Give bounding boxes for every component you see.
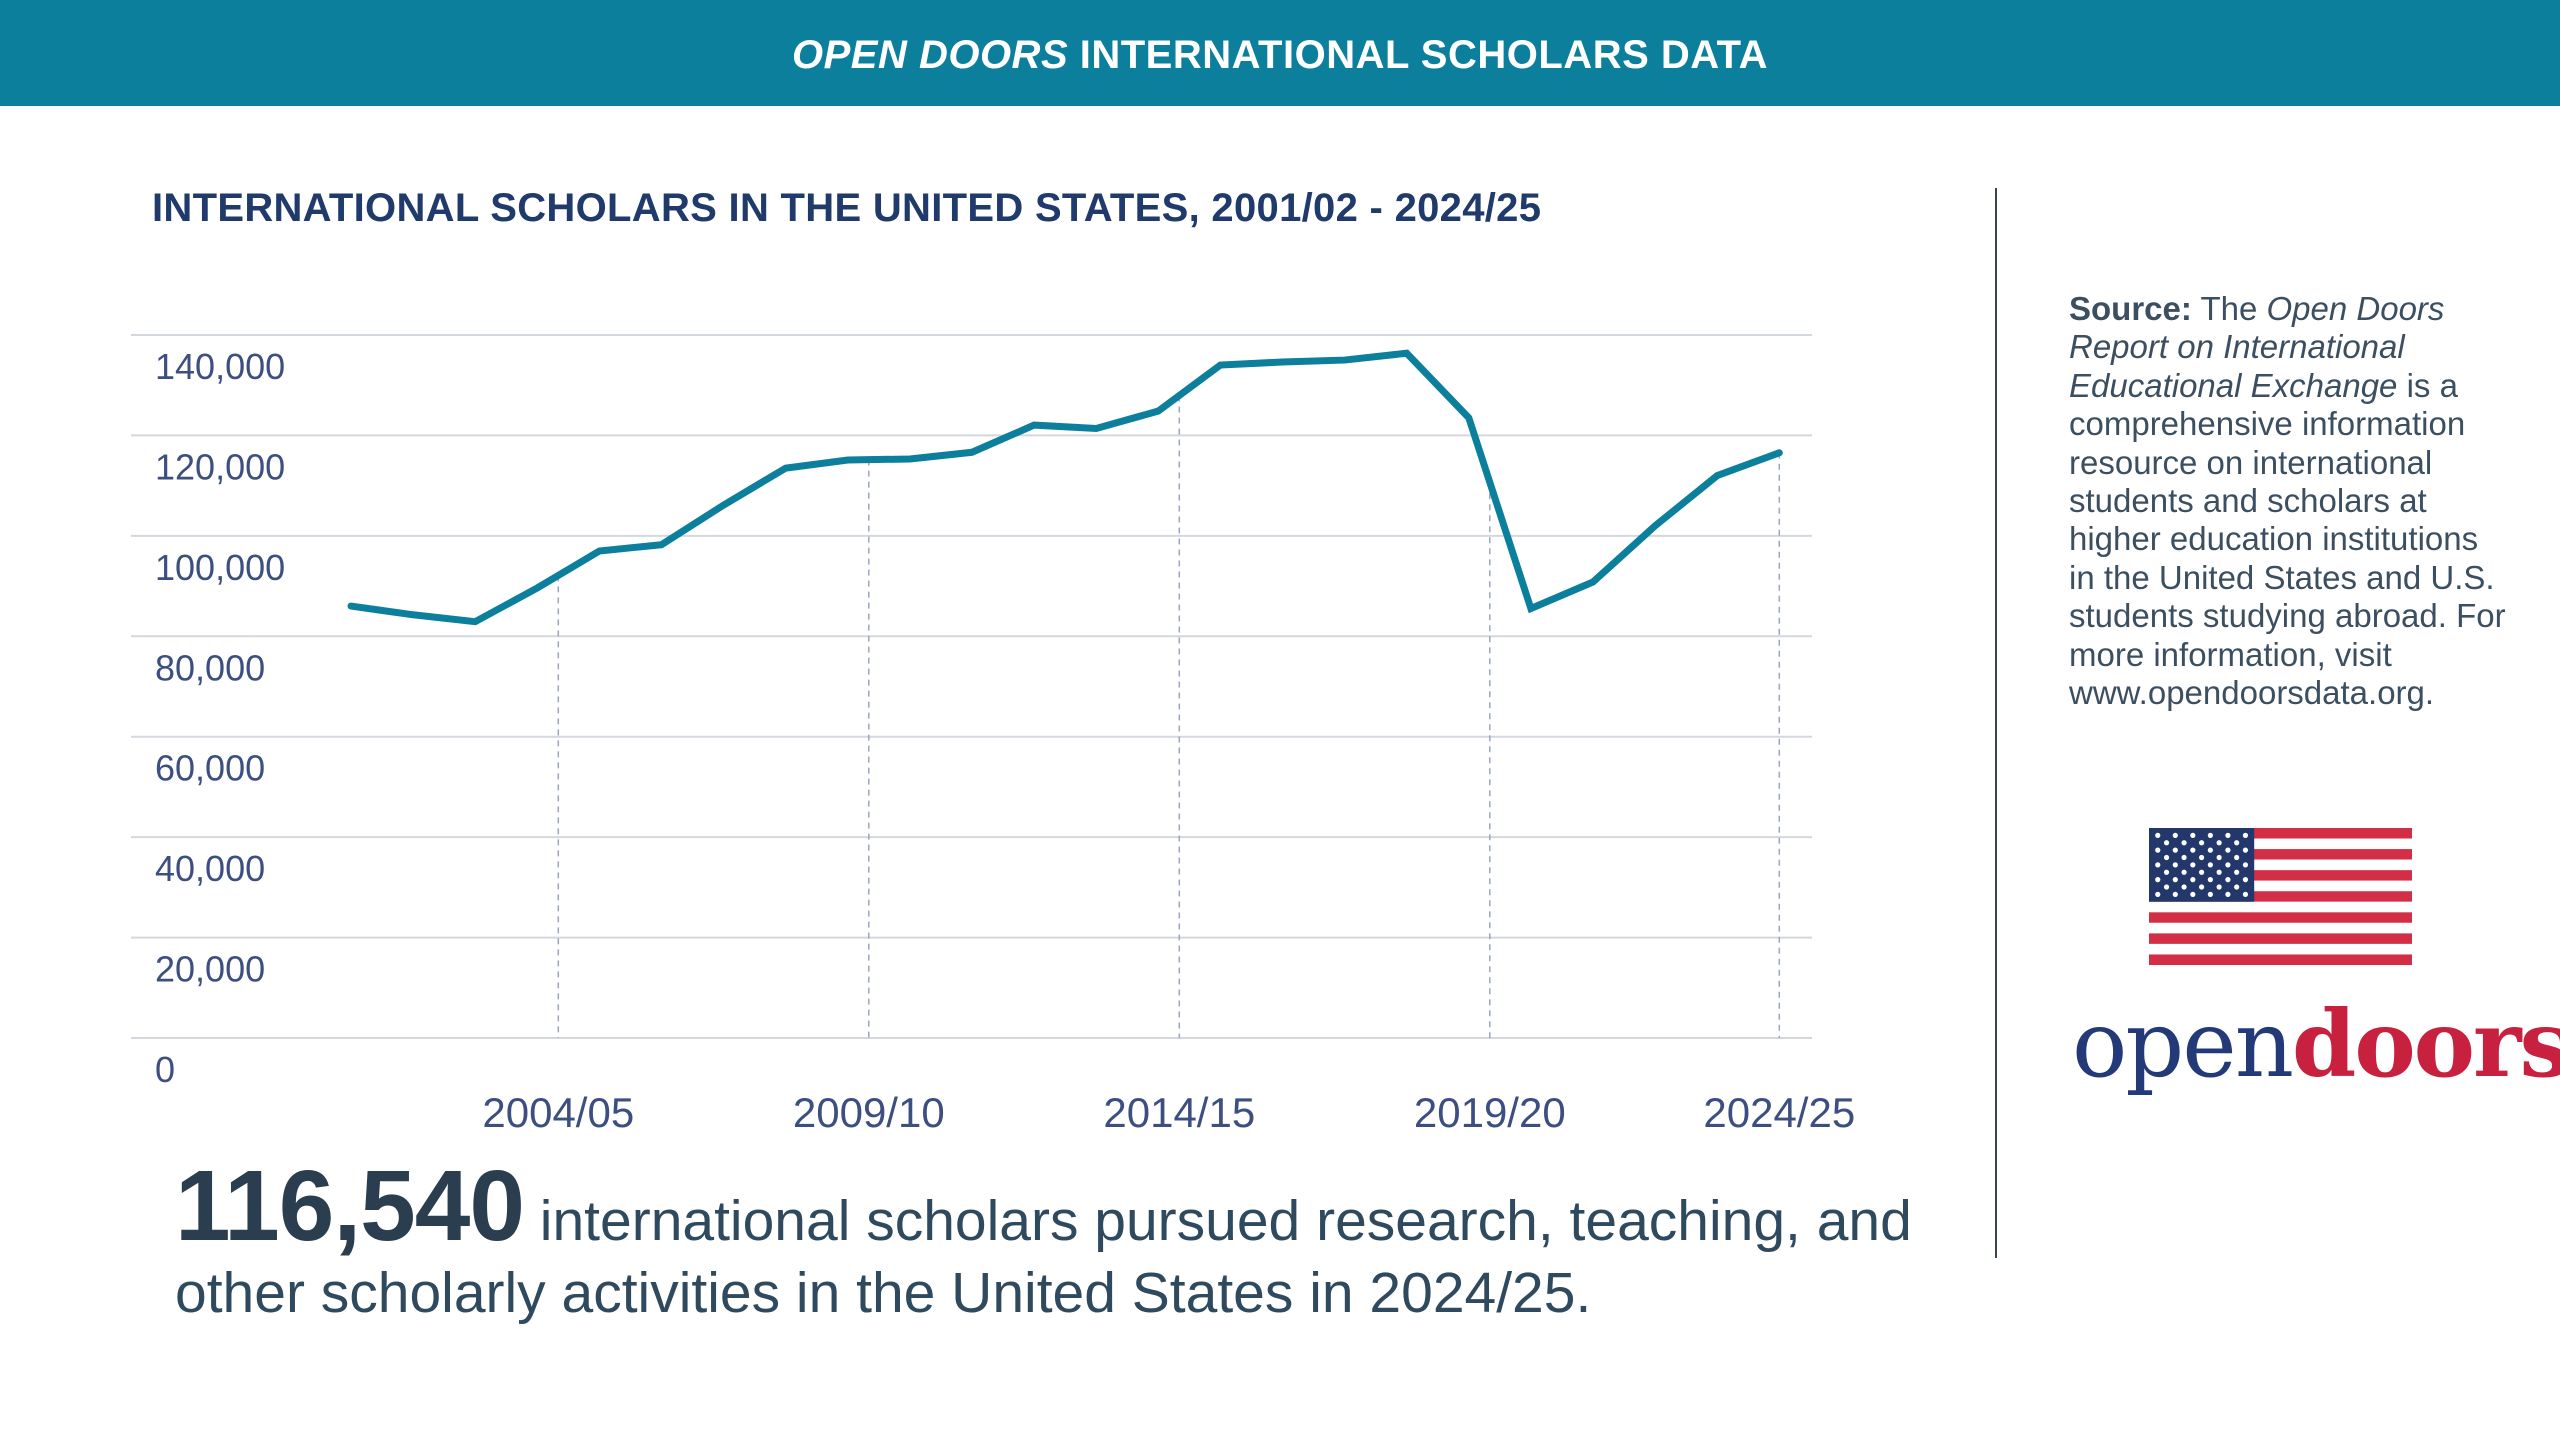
x-tick-label: 2004/05 <box>482 1089 634 1136</box>
y-tick-label: 120,000 <box>155 446 285 487</box>
header-title: INTERNATIONAL SCHOLARS DATA <box>1068 33 1769 77</box>
headline: 116,540 international scholars pursued r… <box>175 1156 1935 1329</box>
y-tick-label: 100,000 <box>155 547 285 588</box>
x-tick-label: 2009/10 <box>793 1089 945 1136</box>
source-text: The <box>2191 290 2267 327</box>
opendoors-logo: opendoors® <box>2072 990 2560 1098</box>
y-tick-label: 60,000 <box>155 748 265 789</box>
divider <box>1995 188 1997 1258</box>
y-tick-label: 40,000 <box>155 848 265 889</box>
source-note: Source: The Open Doors Report on Interna… <box>2069 290 2509 712</box>
x-tick-label: 2014/15 <box>1103 1089 1255 1136</box>
source-report-title: Open Doors Report on International Educa… <box>2069 290 2445 404</box>
header-bar: OPEN DOORS INTERNATIONAL SCHOLARS DATA <box>0 0 2560 106</box>
series-line <box>347 349 1783 626</box>
logo-open: open <box>2072 991 2294 1098</box>
y-tick-label: 80,000 <box>155 647 265 688</box>
y-tick-label: 0 <box>155 1049 175 1090</box>
x-tick-label: 2024/25 <box>1703 1089 1855 1136</box>
logo-doors: doors <box>2291 990 2560 1098</box>
chart-title: INTERNATIONAL SCHOLARS IN THE UNITED STA… <box>152 186 1542 230</box>
line-chart: 0 20,000 40,000 60,000 80,000 100,000 120,000 1… <box>131 334 1855 1136</box>
y-tick-label: 140,000 <box>155 346 285 387</box>
source-text-rest: is a comprehensive information resource … <box>2069 366 2506 712</box>
headline-text: international scholars pursued research,… <box>175 1189 1912 1325</box>
headline-number: 116,540 <box>175 1150 525 1262</box>
x-tick-label: 2019/20 <box>1414 1089 1566 1136</box>
y-tick-label: 20,000 <box>155 949 265 990</box>
source-label: Source: <box>2069 290 2192 327</box>
header-title-italic: OPEN DOORS <box>791 33 1069 77</box>
us-flag-icon <box>2149 828 2412 965</box>
